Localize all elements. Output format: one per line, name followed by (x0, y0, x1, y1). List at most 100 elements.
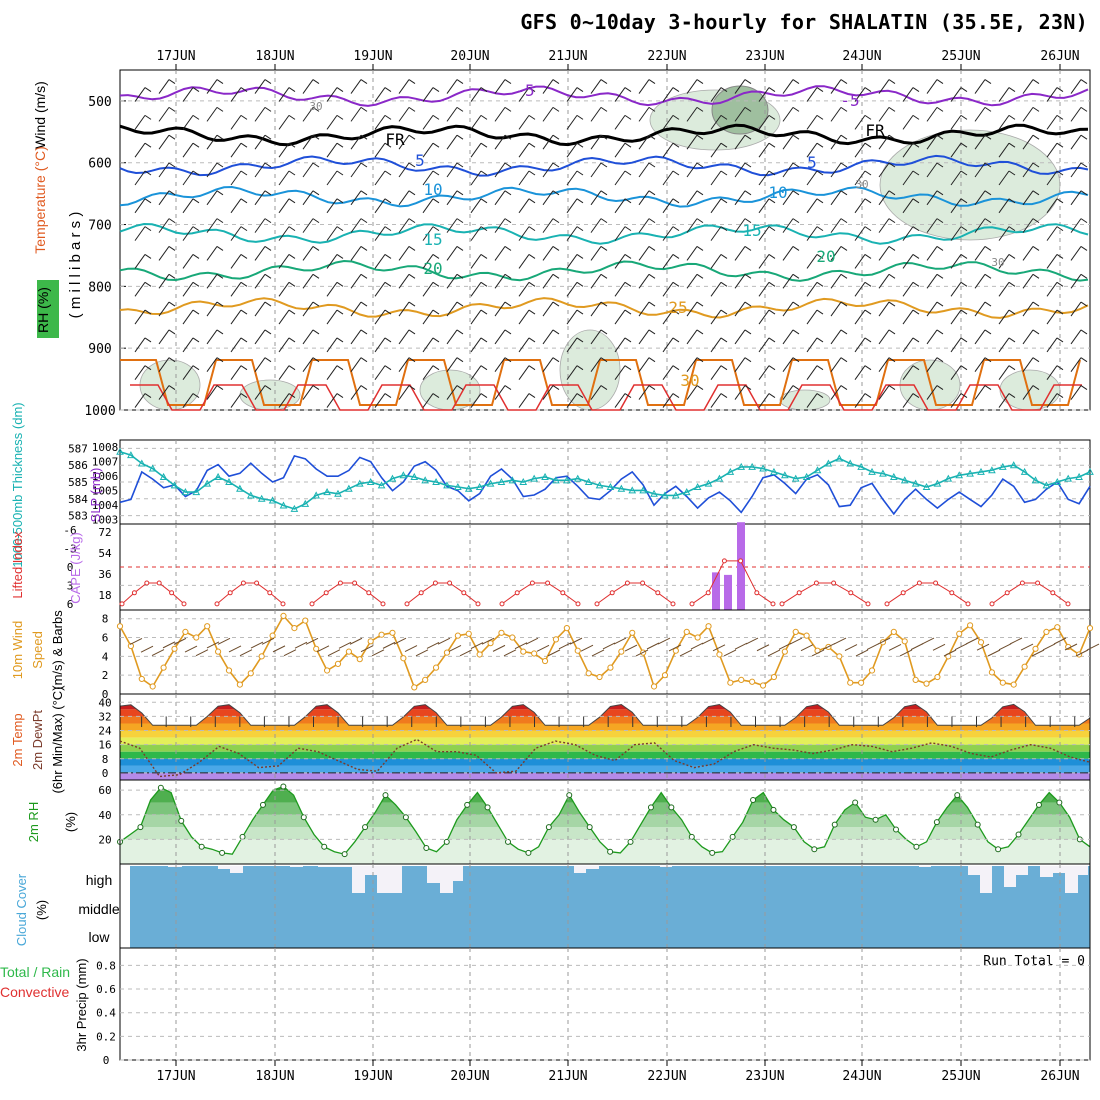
wind-barb-flag (840, 190, 848, 196)
cloud-gap (1065, 866, 1078, 893)
thickness-point (388, 474, 397, 482)
wind-barb (393, 637, 407, 645)
wind-barb-flag (912, 142, 920, 148)
thickness-point (170, 481, 179, 489)
wind-barb-flag (216, 357, 224, 363)
wind-barb-flag (480, 170, 488, 176)
wind-barb (481, 637, 495, 645)
wind-barb (591, 649, 605, 657)
wind-barb (878, 107, 890, 122)
wind-barb (686, 134, 698, 150)
wind-barb (134, 365, 146, 381)
wind-barb-flag (480, 87, 488, 92)
wind-barb (758, 254, 770, 269)
wind-barb (302, 190, 314, 206)
date-label-top: 19JUN (353, 49, 392, 64)
wind-barb (1046, 254, 1058, 269)
wind-speed-point (661, 672, 669, 679)
wind-barb-flag (192, 365, 200, 371)
wind-barb (206, 641, 220, 649)
wind-barb (806, 254, 818, 269)
precip-total-label: Total / Rain (0, 964, 70, 980)
lifted-index-point (1050, 590, 1056, 596)
wind-barb-flag (288, 309, 296, 315)
wind-barb-flag (648, 246, 656, 251)
wind-barb (254, 218, 266, 233)
rh-point (933, 819, 940, 826)
thickness-tick-label: 584 (68, 493, 88, 506)
wind-barb (662, 309, 674, 325)
wind-barb (350, 218, 362, 233)
wind-barb-flag (456, 106, 464, 112)
wind-barb-flag (912, 198, 920, 204)
wind-barb (926, 329, 938, 345)
wind-barb (230, 365, 242, 381)
wind-barb (902, 170, 914, 186)
wind-barb-flag (1056, 170, 1064, 176)
wind-barb (470, 198, 482, 214)
wind-barb-flag (960, 198, 968, 204)
temp-band (120, 695, 1090, 702)
wind-barb (806, 281, 818, 297)
slp-tick-label: 1003 (92, 514, 119, 527)
cloud-gap (377, 866, 402, 893)
wind-barb-flag (864, 281, 872, 287)
wind-barb-flag (936, 162, 944, 168)
wind-barb (184, 645, 198, 653)
wind-barb (158, 273, 170, 289)
wind-barb-flag (744, 106, 752, 112)
isotherm-label: 30 (680, 371, 699, 390)
wind-speed-point (650, 683, 658, 690)
rh-point (729, 833, 736, 840)
wind-barb-flag (960, 393, 968, 398)
wind-barb (158, 134, 170, 150)
wind-barb (590, 301, 602, 317)
li-tick-label: -6 (63, 524, 76, 537)
wind-barb-flag (528, 393, 536, 398)
date-label-bottom: 25JUN (941, 1069, 980, 1084)
wind-barb (254, 385, 266, 400)
wind-barb (782, 329, 794, 345)
wind-barb (278, 365, 290, 381)
wind-barb (350, 301, 362, 317)
wind-barb-flag (1080, 162, 1088, 168)
wind-barb (1070, 134, 1082, 150)
date-label-top: 26JUN (1040, 49, 1079, 64)
wind-barb-flag (408, 162, 416, 168)
wind-barb-flag (744, 218, 752, 224)
wind-barb-flag (336, 114, 344, 120)
wind-barb (974, 190, 986, 206)
wind-barb-flag (384, 170, 392, 176)
wind-barb-flag (960, 254, 968, 259)
wind-barb (302, 162, 314, 178)
wind-barb (558, 642, 572, 650)
wind-barb-flag (840, 357, 848, 363)
wind-barb (1046, 226, 1058, 241)
wind-barb-flag (432, 309, 440, 315)
lifted-index-point (705, 590, 711, 596)
wind-barb (614, 198, 626, 214)
wind-barb (662, 142, 674, 158)
wind-barb-flag (768, 87, 776, 92)
date-label-top: 24JUN (842, 49, 881, 64)
wind-barb-flag (888, 106, 896, 112)
wind-barb-flag (816, 226, 824, 232)
wind-barb (494, 134, 506, 150)
wind-barb-flag (552, 357, 560, 363)
wind-barb (542, 134, 554, 150)
wind-barb-flag (1008, 114, 1016, 120)
wind-speed-point (727, 679, 734, 686)
wind-barb (888, 643, 902, 651)
wind-barb-flag (432, 393, 440, 398)
wind-barb (1022, 301, 1034, 317)
wind-speed-point (171, 645, 178, 652)
isotherm-label: 15 (742, 221, 761, 240)
wind-barb (542, 273, 554, 289)
wind-barb (614, 337, 626, 353)
wind-barb (542, 329, 554, 345)
cloud-units-label: (%) (34, 900, 49, 920)
wind-barb-flag (600, 134, 608, 140)
wind-barb-flag (576, 254, 584, 259)
wind-barb-flag (432, 254, 440, 259)
wind-barb (254, 301, 266, 317)
